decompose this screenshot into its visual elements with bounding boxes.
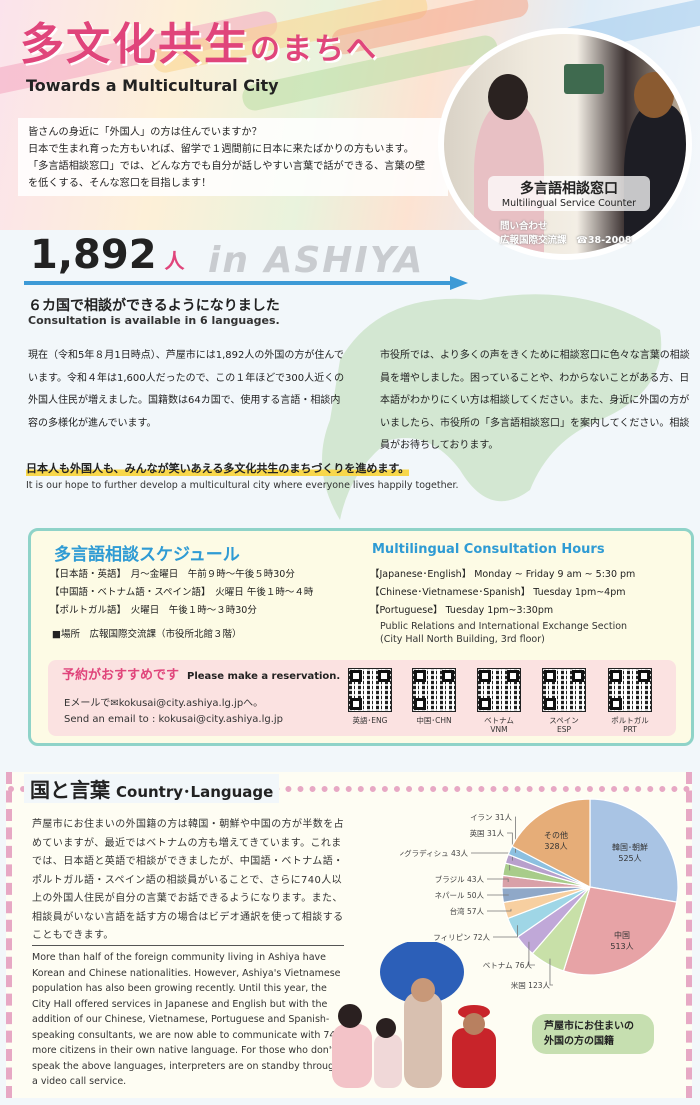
schedule-rows-jp: 【日本語・英語】 月〜金曜日 午前９時〜午後５時30分 【中国語・ベトナム語・スペ… [50, 569, 314, 616]
divider [32, 945, 344, 946]
body-paragraph-2: 市役所では、より多くの声をきくために相談窓口に色々な言葉の相談員を増やしました。… [380, 350, 690, 451]
country-text-jp: 芦屋市にお住まいの外国籍の方は韓国・朝鮮や中国の方が半数を占めていますが、最近で… [32, 819, 344, 941]
contact-info: 問い合わせ 広報国際交流課 ☎38-2008 [500, 221, 632, 246]
leader-line [549, 958, 553, 986]
page-title: 多文化共生のまちへ [20, 19, 378, 70]
leader-line [493, 925, 518, 938]
qr-code[interactable] [412, 668, 456, 712]
slice-label: 英国 31人 [470, 828, 505, 838]
reservation-heading: 予約がおすすめです Please make a reservation. [62, 668, 341, 683]
slice-label: 中国 513人 [610, 930, 633, 951]
arrow-head-icon [450, 276, 468, 290]
leader-line [528, 941, 535, 966]
world-map-graphic [322, 294, 662, 520]
slice-label: イラン 31人 [470, 813, 512, 822]
leader-line [487, 908, 512, 912]
section-title: 国と言葉 Country･Language [24, 774, 280, 803]
slice-label: フィリピン 72人 [433, 933, 490, 942]
location-jp: ■場所 広報国際交流課（市役所北館３階） [52, 629, 242, 640]
qr-label: スペイン ESP [549, 716, 579, 734]
schedule-title-en: Multilingual Consultation Hours [372, 542, 605, 557]
country-text-en: More than half of the foreign community … [32, 952, 342, 1087]
qr-label: ベトナム VNM [484, 716, 514, 734]
slice-label: 台湾 57人 [450, 906, 485, 916]
residents-photo [332, 942, 496, 1088]
body-paragraph-1: 現在（令和5年８月1日時点）、芦屋市には1,892人の外国の方が住んでいます。令… [28, 350, 345, 429]
slice-label: ネパール 50人 [435, 891, 485, 900]
slice-label: ブラジル 43人 [435, 874, 485, 884]
page-subtitle: Towards a Multicultural City [26, 76, 279, 95]
counter-sign: 多言語相談窓口 Multilingual Service Counter [488, 176, 650, 211]
languages-heading: ６カ国で相談ができるようになりました [28, 298, 280, 314]
slice-label: 韓国･朝鮮 525人 [612, 842, 648, 863]
location-en: Public Relations and International Excha… [380, 621, 628, 645]
slogan-en: It is our hope to further develop a mult… [26, 480, 459, 491]
chart-caption: 芦屋市にお住まいの外国の方の国籍 [532, 1014, 654, 1054]
pie-slice [511, 798, 591, 888]
in-ashiya-label: in ASHIYA [208, 240, 425, 281]
qr-code[interactable] [608, 668, 652, 712]
schedule-title: 多言語相談スケジュール [54, 545, 240, 565]
languages-heading-en: Consultation is available in 6 languages… [28, 314, 280, 327]
qr-label: 中国･CHN [416, 716, 452, 725]
qr-label: ポルトガル PRT [611, 716, 649, 734]
section-divider [8, 786, 690, 792]
slogan: 日本人も外国人も、みんなが笑いあえる多文化共生のまちづくりを進めます。 [26, 460, 410, 476]
pie-slice [589, 798, 679, 903]
qr-code[interactable] [477, 668, 521, 712]
slice-label: 米国 123人 [511, 980, 551, 990]
slice-label: ベトナム 76人 [483, 961, 533, 970]
email-link-jp[interactable]: Eメールで✉kokusai@city.ashiya.lg.jpへ。 [64, 698, 264, 709]
email-link-en[interactable]: Send an email to : kokusai@city.ashiya.l… [64, 714, 283, 725]
schedule-rows-en: 【Japanese･English】 Monday ~ Friday 9 am … [370, 569, 636, 616]
qr-code[interactable] [348, 668, 392, 712]
slice-label: その他 328人 [544, 830, 568, 851]
intro-text: 皆さんの身近に「外国人」の方は住んでいますか？ 日本で生まれ育った方もいれば、留学… [18, 118, 448, 196]
slice-label: バングラディシュ 43人 [400, 848, 468, 858]
qr-label: 英語･ENG [352, 716, 388, 725]
arrow-line [24, 281, 454, 285]
qr-code[interactable] [542, 668, 586, 712]
leader-line [487, 878, 509, 882]
resident-count: 1,892 人 [30, 232, 185, 278]
pie-slice [562, 886, 678, 976]
